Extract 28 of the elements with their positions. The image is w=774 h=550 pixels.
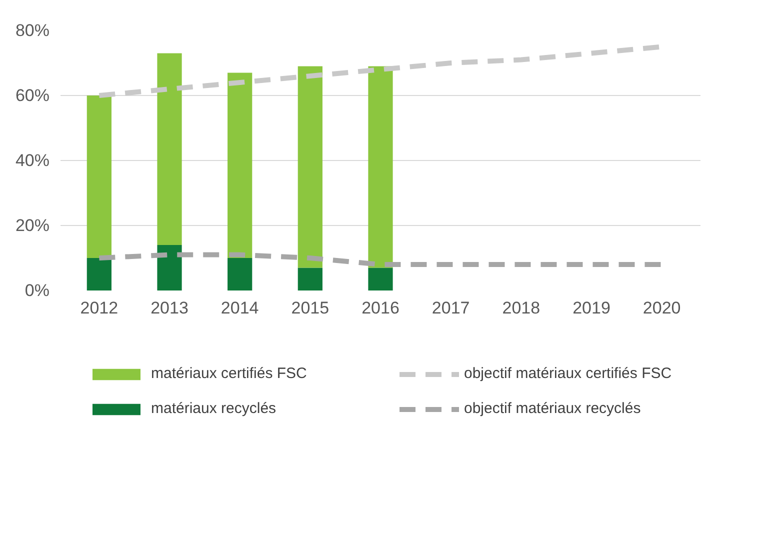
y-tick-label: 0% <box>24 281 50 300</box>
bar <box>228 258 252 290</box>
bar <box>228 72 252 258</box>
y-tick-label: 40% <box>15 151 50 170</box>
x-tick-label: 2019 <box>572 298 610 318</box>
x-tick-label: 2013 <box>150 298 188 318</box>
x-tick-label: 2018 <box>502 298 540 318</box>
x-tick-label: 2012 <box>80 298 118 318</box>
x-tick-label: 2020 <box>642 298 681 318</box>
x-tick-label: 2017 <box>432 298 470 318</box>
bar <box>368 66 393 268</box>
bar <box>157 53 182 245</box>
x-tick-label: 2015 <box>291 298 330 318</box>
x-tick-label: 2014 <box>220 298 259 318</box>
y-tick-label: 60% <box>15 86 50 105</box>
legend-label: objectif matériaux certifiés FSC <box>464 365 673 382</box>
bar <box>86 258 112 290</box>
legend-label: matériaux recyclés <box>151 400 278 417</box>
y-tick-label: 20% <box>15 216 50 235</box>
bar <box>298 268 322 290</box>
bar <box>298 66 322 268</box>
x-tick-label: 2016 <box>362 298 400 318</box>
bar <box>368 268 393 290</box>
bar <box>157 245 182 290</box>
legend-label: matériaux certifiés FSC <box>151 365 308 382</box>
legend-label: objectif matériaux recyclés <box>464 400 642 417</box>
y-tick-label: 80% <box>15 21 50 40</box>
bar <box>86 96 112 258</box>
